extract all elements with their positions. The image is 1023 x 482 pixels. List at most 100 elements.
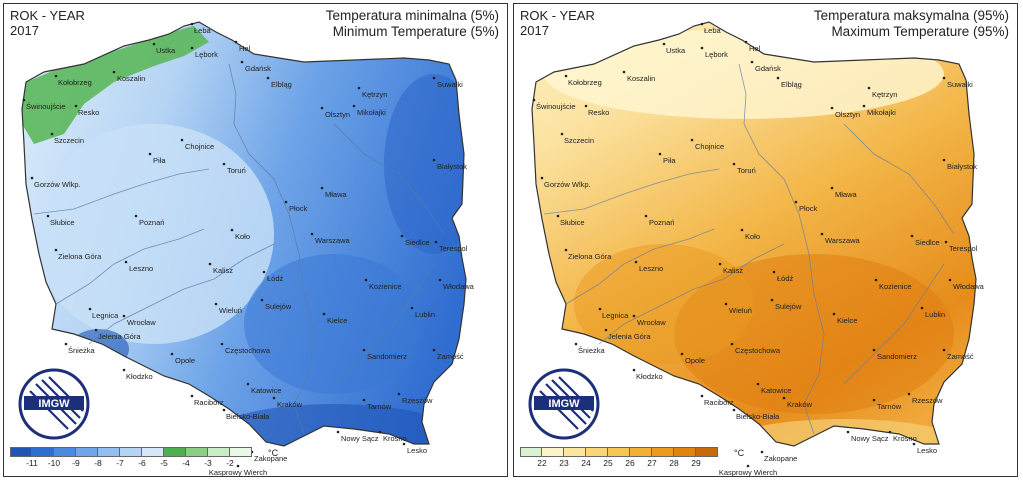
city-label: Racibórz (194, 398, 224, 407)
city-label: Wrocław (127, 318, 156, 327)
legend-swatch: 23 (542, 447, 569, 468)
city-dot (560, 132, 564, 136)
city-label: Kalisz (213, 266, 233, 275)
city-label: Suwałki (437, 80, 463, 89)
city-dot (352, 104, 356, 108)
legend-tick-label: 29 (691, 458, 701, 468)
city-label: Kozienice (879, 282, 912, 291)
city-label: Gdańsk (755, 64, 781, 73)
city-dot (364, 278, 368, 282)
city-dot (556, 214, 560, 218)
city-dot (832, 312, 836, 316)
legend-swatch: 29 (674, 447, 701, 468)
city-label: Wieluń (219, 306, 242, 315)
city-label: Lesko (917, 446, 937, 455)
city-dot (644, 214, 648, 218)
city-label: Piła (663, 156, 676, 165)
city-dot (222, 408, 226, 412)
city-label: Łódź (267, 274, 284, 283)
city-label: Wieluń (729, 306, 752, 315)
city-dot (532, 98, 536, 102)
city-label: Toruń (737, 166, 756, 175)
city-label: Płock (289, 204, 308, 213)
city-dot (944, 240, 948, 244)
city-label: Płock (799, 204, 818, 213)
city-label: Świnoujście (536, 102, 576, 111)
legend-swatch: 25 (586, 447, 613, 468)
city-dot (680, 352, 684, 356)
city-dot (862, 104, 866, 108)
city-label: Leszno (129, 264, 153, 273)
city-label: Olsztyn (835, 110, 860, 119)
legend-tick-label: 24 (581, 458, 591, 468)
city-label: Koszalin (627, 74, 655, 83)
city-label: Śnieżka (578, 346, 606, 355)
city-dot (776, 76, 780, 80)
city-label: Opole (685, 356, 705, 365)
city-label: Mława (325, 190, 348, 199)
city-dot (750, 60, 754, 64)
legend-swatch: -6 (120, 447, 146, 468)
city-dot (700, 394, 704, 398)
city-dot (240, 60, 244, 64)
legend-tick-label: -11 (26, 458, 38, 468)
city-dot (190, 394, 194, 398)
city-label: Hel (749, 44, 761, 53)
city-label: Lębork (195, 50, 218, 59)
city-dot (152, 42, 156, 46)
city-dot (948, 278, 952, 282)
city-label: Kętrzyn (872, 90, 897, 99)
city-label: Zakopane (764, 454, 797, 463)
city-dot (402, 442, 406, 446)
city-dot (262, 270, 266, 274)
city-label: Racibórz (704, 398, 734, 407)
city-dot (760, 450, 764, 454)
city-label: Nowy Sącz (851, 434, 889, 443)
city-label: Zamość (437, 352, 464, 361)
city-label: Mikołajki (357, 108, 386, 117)
city-dot (30, 176, 34, 180)
rivers (543, 63, 955, 435)
city-dot (574, 342, 578, 346)
city-label: Częstochowa (225, 346, 271, 355)
city-label: Toruń (227, 166, 246, 175)
city-dot (770, 298, 774, 302)
city-label: Krosno (383, 434, 407, 443)
legend-swatch: -8 (76, 447, 102, 468)
legend-swatch: -5 (142, 447, 168, 468)
city-label: Tarnów (367, 402, 392, 411)
city-dot (912, 442, 916, 446)
city-dot (357, 86, 361, 90)
city-label: Suwałki (947, 80, 973, 89)
city-dot (700, 22, 704, 26)
city-markers: Hel Łeba Ustka Lębork Gdańsk Kołobrzeg Koszali… (22, 22, 475, 476)
city-label: Łeba (704, 26, 722, 35)
city-label: Chojnice (185, 142, 214, 151)
imgw-logo: IMGW (528, 368, 600, 440)
city-label: Resko (588, 108, 609, 117)
city-label: Śnieżka (68, 346, 96, 355)
city-label: Legnica (92, 311, 119, 320)
city-label: Kołobrzeg (568, 78, 602, 87)
city-label: Bielsko-Biała (226, 412, 270, 421)
year-label: ROK - YEAR 2017 (10, 8, 85, 38)
city-label: Siedlce (405, 238, 430, 247)
city-label: Słubice (50, 218, 75, 227)
legend-swatch: 28 (652, 447, 679, 468)
city-dot (622, 70, 626, 74)
city-label: Kłodzko (636, 372, 663, 381)
city-label: Koło (235, 232, 250, 241)
legend-tick-label: 25 (603, 458, 613, 468)
city-dot (432, 158, 436, 162)
city-dot (846, 430, 850, 434)
legend-swatch: -9 (54, 447, 80, 468)
city-dot (867, 86, 871, 90)
city-label: Warszawa (825, 236, 861, 245)
city-label: Opole (175, 356, 195, 365)
city-dot (942, 76, 946, 80)
legend-swatch: 22 (520, 447, 547, 468)
city-label: Ustka (156, 46, 176, 55)
city-dot (320, 186, 324, 190)
city-label: Kalisz (723, 266, 743, 275)
legend-tick-label: -5 (160, 458, 168, 468)
